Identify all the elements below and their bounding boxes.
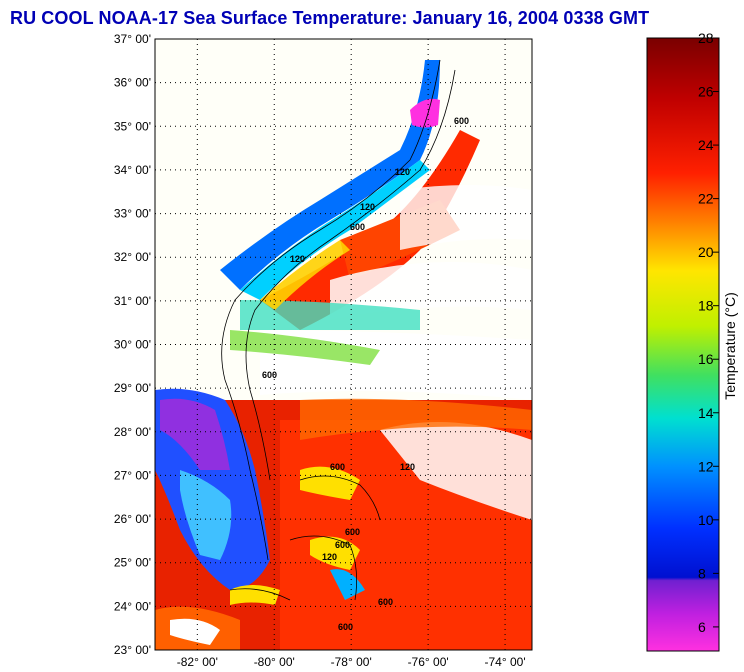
contour-label: 600 [345,527,360,537]
colorbar-tick-label: 8 [698,565,706,581]
contour-label: 120 [360,202,375,212]
latitude-label: 26° 00' [114,512,151,526]
colorbar-tick-label: 28 [698,30,714,46]
contour-label: 120 [400,462,415,472]
latitude-label: 35° 00' [114,119,151,133]
contour-label: 600 [378,597,393,607]
latitude-label: 29° 00' [114,381,151,395]
colorbar-tick-label: 12 [698,458,714,474]
grid-lines [155,39,532,650]
longitude-label: -76° 00' [408,655,449,669]
longitude-label: -74° 00' [485,655,526,669]
contour-label: 600 [330,462,345,472]
latitude-label: 23° 00' [114,643,151,657]
latitude-label: 36° 00' [114,76,151,90]
contour-label: 120 [290,254,305,264]
contour-label: 600 [350,222,365,232]
contour-label: 120 [395,167,410,177]
contour-label: 600 [335,540,350,550]
latitude-label: 28° 00' [114,425,151,439]
colorbar-tick-label: 10 [698,512,714,528]
map-title: RU COOL NOAA-17 Sea Surface Temperature:… [10,8,650,28]
colorbar-tick-label: 6 [698,619,706,635]
contour-label: 600 [338,622,353,632]
colorbar [646,37,720,652]
colorbar-tick-label: 22 [698,191,714,207]
latitude-label: 34° 00' [114,163,151,177]
latitude-label: 30° 00' [114,338,151,352]
longitude-label: -78° 00' [331,655,372,669]
latitude-label: 31° 00' [114,294,151,308]
colorbar-tick-label: 16 [698,351,714,367]
contour-label: 600 [262,370,277,380]
colorbar-tick-label: 26 [698,84,714,100]
contour-label: 120 [322,552,337,562]
latitude-label: 33° 00' [114,207,151,221]
longitude-labels: -82° 00' -80° 00' -78° 00' -76° 00' -74° 00' [177,655,526,669]
longitude-label: -82° 00' [177,655,218,669]
colorbar-tick-label: 20 [698,244,714,260]
colorbar-tick-label: 18 [698,298,714,314]
map-frame [154,38,533,651]
latitude-labels: 37° 00' 36° 00' 35° 00' 34° 00' 33° 00' 32° 0… [114,32,151,657]
colorbar-tick-label: 24 [698,137,714,153]
longitude-label: -80° 00' [254,655,295,669]
colorbar-ticks: 28 26 24 22 20 18 16 14 12 10 8 6 [698,30,719,635]
sst-imagery [155,60,532,650]
contour-label: 600 [454,116,469,126]
latitude-label: 25° 00' [114,556,151,570]
colorbar-label: Temperature (°C) [722,292,738,400]
latitude-label: 32° 00' [114,250,151,264]
contour-lines [221,59,456,601]
latitude-label: 37° 00' [114,32,151,46]
latitude-label: 24° 00' [114,599,151,613]
contour-labels: 120 600 120 600 120 600 600 120 600 600 600 120 600 [262,116,469,632]
colorbar-tick-label: 14 [698,405,714,421]
latitude-label: 27° 00' [114,468,151,482]
